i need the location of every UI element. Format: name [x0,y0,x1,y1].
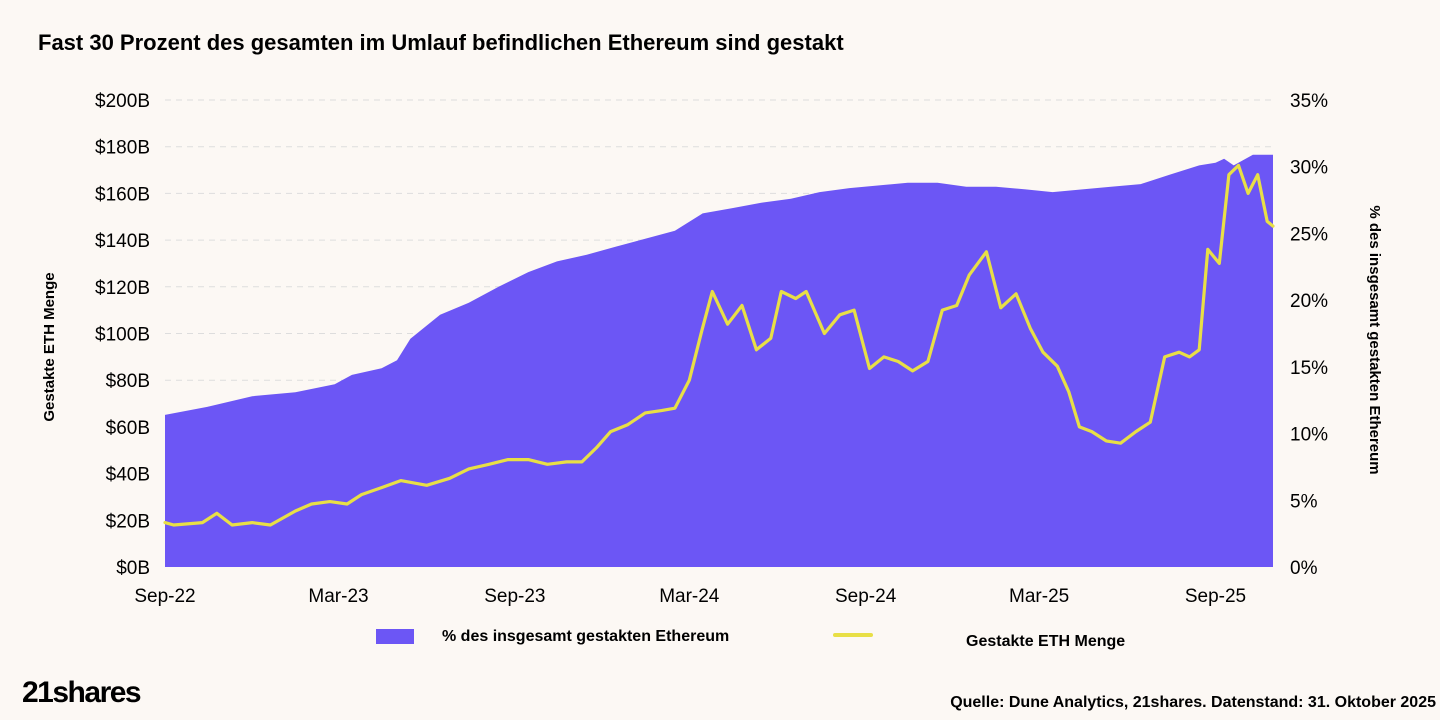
x-tick-label: Mar-25 [1009,586,1069,607]
y-axis-right: 0% 5% 10% 15% 20% 25% 30% 35% [1290,91,1328,579]
x-tick-label: Mar-24 [659,586,720,607]
y-left-tick-label: $200B [95,91,150,112]
chart-title: Fast 30 Prozent des gesamten im Umlauf b… [38,30,844,55]
line-series-staked-eth [163,163,1275,527]
y-left-tick-label: $180B [95,138,150,159]
legend-swatch-line [833,633,873,637]
y-left-tick-label: $40B [106,465,150,486]
y-left-tick-label: $0B [116,558,150,579]
y-left-tick-label: $80B [106,371,150,392]
y-right-tick-label: 25% [1290,224,1328,245]
y-left-tick-label: $20B [106,511,150,532]
legend-swatch-area [376,629,414,644]
y-right-tick-label: 10% [1290,425,1328,446]
y-right-tick-label: 20% [1290,291,1328,312]
x-tick-label: Sep-24 [835,586,897,607]
x-tick-label: Sep-22 [134,586,195,607]
y-left-tick-label: $120B [95,278,150,299]
y-right-tick-label: 30% [1290,158,1328,179]
source-note: Quelle: Dune Analytics, 21shares. Datens… [950,694,1436,711]
x-tick-label: Sep-23 [484,586,545,607]
y-left-tick-label: $60B [106,418,150,439]
legend-label-area: % des insgesamt gestakten Ethereum [442,628,730,645]
y-axis-left: $0B $20B $40B $60B $80B $100B $120B $140B $160B $… [95,91,150,579]
y-left-tick-label: $100B [95,325,150,346]
x-axis: Sep-22 Mar-23 Sep-23 Mar-24 Sep-24 Mar-25 Sep-… [134,586,1246,607]
y-right-tick-label: 35% [1290,91,1328,112]
y-right-tick-label: 15% [1290,358,1328,379]
x-tick-label: Mar-23 [308,586,368,607]
y-left-tick-label: $160B [95,184,150,205]
logo: 21shares [22,676,142,709]
y-axis-right-title: % des insgesamt gestakten Ethereum [1366,205,1383,474]
y-left-tick-label: $140B [95,231,150,252]
x-tick-label: Sep-25 [1185,586,1246,607]
y-right-tick-label: 5% [1290,491,1318,512]
legend-label-line: Gestakte ETH Menge [966,633,1126,650]
area-series-staked-percent [165,154,1273,567]
y-right-tick-label: 0% [1290,558,1318,579]
y-axis-left-title: Gestakte ETH Menge [41,272,58,421]
